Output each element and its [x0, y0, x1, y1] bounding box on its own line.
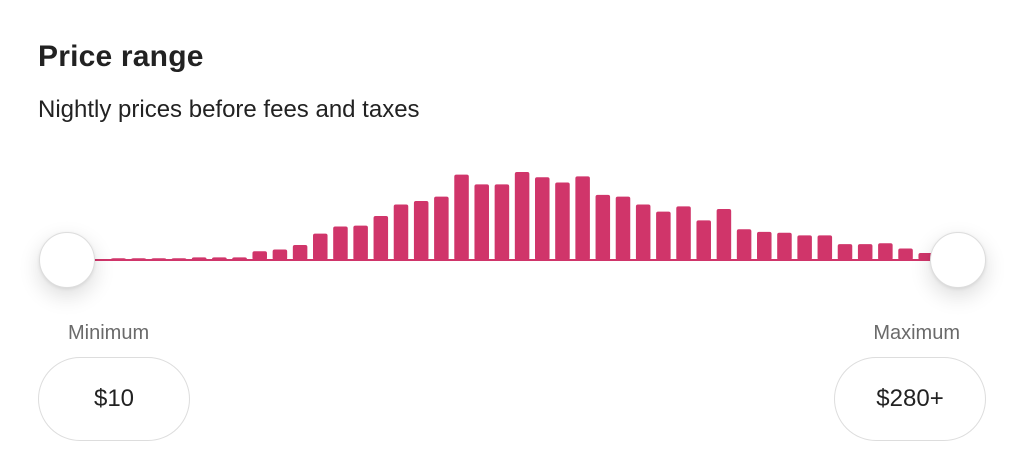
histogram-bar [878, 243, 893, 260]
histogram-bar [232, 257, 247, 260]
histogram-bar [777, 232, 792, 260]
histogram-bar [111, 258, 126, 260]
histogram-bar [555, 182, 570, 260]
histogram-bar [736, 229, 752, 260]
histogram-bar [797, 235, 812, 260]
histogram-bar [857, 244, 873, 260]
histogram-bar [494, 184, 510, 260]
histogram-bar [413, 201, 429, 260]
slider-track[interactable] [68, 259, 956, 261]
histogram-bar [292, 245, 308, 260]
histogram-bar [898, 248, 913, 260]
histogram-bar [575, 176, 590, 260]
histogram-bar [454, 174, 469, 260]
histogram-bar [535, 177, 550, 260]
maximum-slider-handle[interactable] [930, 232, 986, 288]
histogram-bar [474, 184, 489, 260]
section-title: Price range [38, 40, 204, 73]
histogram-bar [313, 233, 328, 260]
histogram-bar [817, 235, 833, 260]
histogram-bar [252, 251, 267, 260]
histogram-bar [373, 216, 389, 260]
minimum-slider-handle[interactable] [39, 232, 95, 288]
histogram-bar [635, 204, 651, 260]
minimum-label: Minimum [68, 322, 150, 344]
section-subtitle: Nightly prices before fees and taxes [38, 96, 420, 123]
histogram-bar [212, 257, 227, 260]
histogram-bar [333, 226, 348, 260]
histogram-bar [171, 258, 187, 260]
histogram-bar [434, 196, 449, 260]
histogram-bar [757, 231, 772, 260]
histogram-bar [837, 244, 853, 260]
maximum-price-input[interactable]: $280+ [834, 357, 986, 441]
histogram-bar [191, 257, 207, 260]
histogram-bar [272, 249, 288, 260]
histogram-bar [595, 194, 611, 260]
histogram-bar [393, 204, 409, 260]
maximum-label: Maximum [873, 322, 960, 344]
histogram-bar [918, 252, 933, 260]
histogram-bar [131, 258, 146, 260]
histogram-bar [514, 172, 530, 260]
histogram-bar [676, 206, 691, 260]
price-histogram [68, 172, 956, 261]
minimum-price-value: $10 [93, 385, 135, 412]
minimum-price-input[interactable]: $10 [38, 357, 190, 441]
histogram-bar [615, 196, 631, 260]
maximum-price-value: $280+ [876, 385, 944, 412]
histogram-bar [353, 225, 368, 260]
histogram-bar [696, 220, 711, 260]
histogram-bar [656, 211, 671, 260]
histogram-bar [716, 208, 732, 260]
histogram-bar [151, 258, 167, 260]
